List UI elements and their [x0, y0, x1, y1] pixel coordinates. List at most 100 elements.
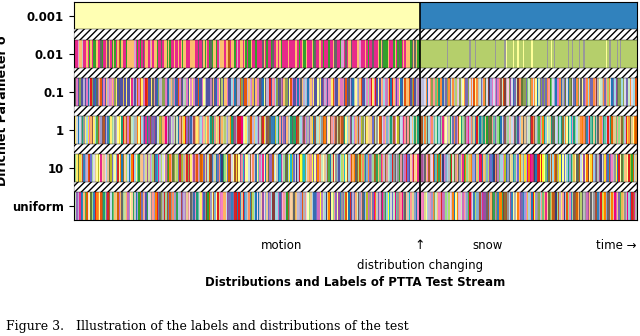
Bar [490, 192, 492, 220]
Bar [442, 154, 444, 182]
Bar [230, 78, 231, 106]
Bar [300, 78, 301, 106]
Bar [452, 78, 454, 106]
Bar [379, 192, 381, 220]
Bar [353, 40, 354, 68]
Bar [189, 116, 191, 143]
Bar [248, 154, 250, 182]
Bar [198, 192, 199, 220]
Bar [474, 154, 475, 182]
Bar [353, 154, 354, 182]
Bar [314, 154, 316, 182]
Bar [344, 40, 346, 68]
Bar [234, 40, 236, 68]
Bar [529, 2, 530, 30]
Bar [307, 116, 308, 143]
Bar [344, 154, 346, 182]
Bar [530, 154, 531, 182]
Bar [568, 2, 569, 30]
Bar [275, 40, 276, 68]
Bar [185, 78, 186, 106]
Bar [90, 78, 92, 106]
Bar [362, 192, 364, 220]
Bar [259, 154, 261, 182]
Bar [449, 154, 451, 182]
Bar [158, 40, 159, 68]
Bar [417, 116, 419, 143]
Bar [510, 2, 511, 30]
Bar [346, 40, 347, 68]
Bar [205, 154, 206, 182]
Bar [374, 116, 375, 143]
Bar [193, 2, 195, 30]
Bar [397, 116, 399, 143]
Bar [273, 78, 275, 106]
Bar [159, 192, 161, 220]
Bar [220, 192, 221, 220]
Bar [543, 78, 544, 106]
Bar [294, 116, 296, 143]
Bar [365, 2, 367, 30]
Bar [404, 154, 406, 182]
Bar [365, 116, 367, 143]
Bar [110, 116, 111, 143]
Bar [164, 192, 165, 220]
Bar [396, 2, 397, 30]
Bar [216, 2, 217, 30]
Bar [273, 2, 275, 30]
Bar [131, 2, 132, 30]
Bar [166, 78, 168, 106]
Bar [420, 40, 421, 68]
Bar [588, 192, 589, 220]
Bar [354, 2, 355, 30]
Bar [137, 78, 138, 106]
Bar [434, 192, 435, 220]
Bar [437, 40, 438, 68]
Bar [157, 116, 158, 143]
Bar [497, 78, 499, 106]
Bar [467, 78, 468, 106]
Bar [456, 154, 458, 182]
Bar [372, 192, 374, 220]
Bar [435, 40, 437, 68]
Bar [103, 192, 104, 220]
Bar [341, 78, 342, 106]
Bar [312, 154, 313, 182]
Bar [604, 40, 606, 68]
Bar [81, 78, 82, 106]
Bar [476, 116, 477, 143]
Bar [280, 192, 282, 220]
Bar [177, 40, 178, 68]
Bar [396, 116, 397, 143]
Bar [499, 116, 500, 143]
Bar [291, 78, 292, 106]
Bar [156, 192, 157, 220]
Bar [210, 40, 212, 68]
Bar [330, 78, 332, 106]
Bar [442, 192, 444, 220]
Bar [482, 40, 483, 68]
Bar [616, 192, 617, 220]
Bar [220, 78, 221, 106]
Bar [275, 116, 276, 143]
Bar [124, 192, 125, 220]
Bar [177, 192, 178, 220]
Bar [465, 2, 467, 30]
Bar [282, 78, 284, 106]
Bar [76, 192, 78, 220]
Bar [89, 40, 90, 68]
Bar [468, 78, 469, 106]
Bar [536, 2, 537, 30]
Bar [125, 2, 127, 30]
Bar [334, 78, 335, 106]
Bar [378, 192, 379, 220]
Bar [573, 192, 575, 220]
Bar [525, 192, 527, 220]
Bar [213, 40, 214, 68]
Bar [264, 154, 265, 182]
Bar [171, 40, 172, 68]
Bar [421, 2, 423, 30]
Bar [328, 154, 330, 182]
Bar [330, 154, 332, 182]
Bar [212, 116, 213, 143]
